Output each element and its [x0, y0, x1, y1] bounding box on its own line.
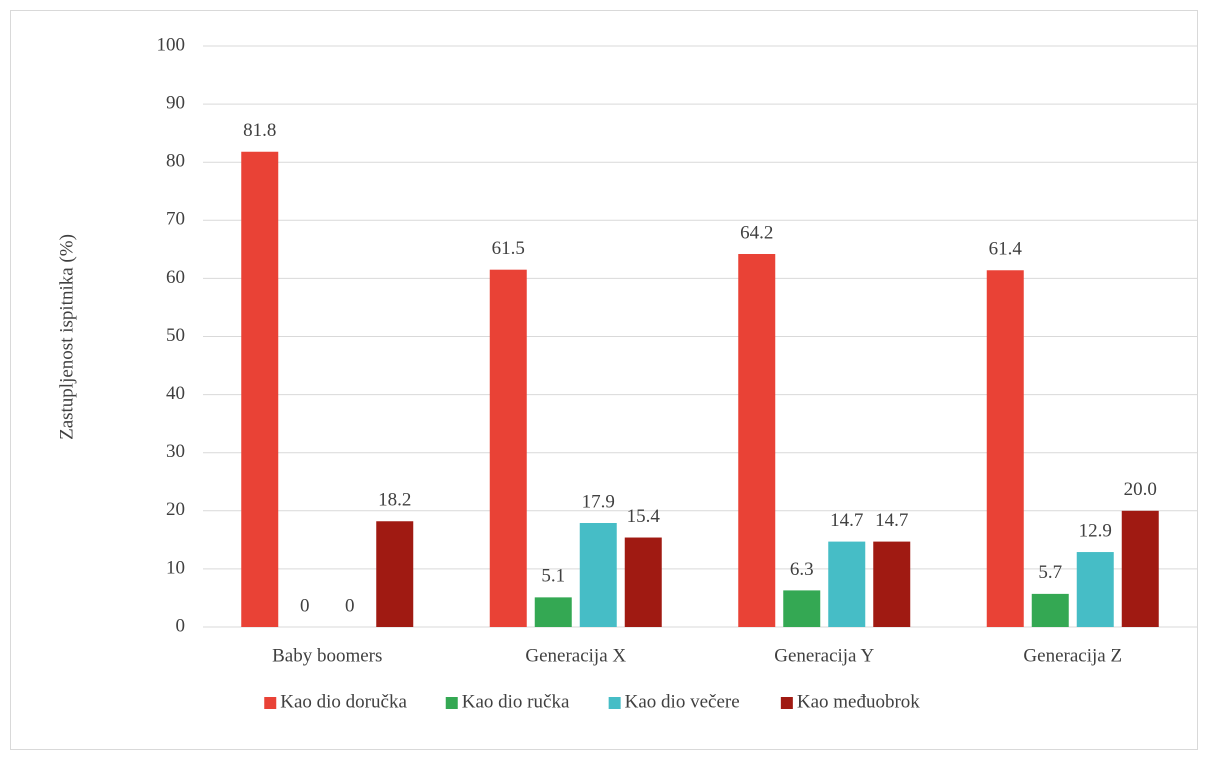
y-tick-label: 70: [166, 209, 185, 230]
legend-swatch: [264, 697, 277, 709]
data-label: 0: [345, 595, 355, 616]
data-label: 64.2: [740, 222, 773, 243]
bar: [624, 537, 662, 627]
y-axis-label: Zastupljenost ispitnika (%): [56, 234, 77, 440]
legend-swatch: [608, 697, 621, 709]
bar: [783, 590, 821, 627]
legend-label: Kao dio doručka: [280, 691, 407, 712]
data-label: 14.7: [830, 510, 863, 531]
data-label: 61.4: [989, 239, 1023, 260]
y-tick-label: 40: [166, 383, 185, 404]
y-tick-label: 20: [166, 499, 185, 520]
bar: [1076, 552, 1114, 627]
y-tick-label: 10: [166, 557, 185, 578]
bar: [738, 253, 776, 628]
data-label: 5.7: [1038, 562, 1062, 583]
bar: [241, 151, 279, 627]
x-tick-label: Generacija X: [525, 645, 626, 666]
bar: [376, 521, 414, 627]
data-label: 12.9: [1079, 520, 1112, 541]
legend-label: Kao dio ručka: [462, 691, 570, 712]
legend-label: Kao dio večere: [625, 691, 740, 712]
y-tick-label: 50: [166, 325, 185, 346]
bar: [1031, 593, 1069, 627]
y-tick-label: 90: [166, 92, 185, 113]
y-tick-label: 30: [166, 441, 185, 462]
data-label: 14.7: [875, 510, 908, 531]
data-label: 0: [300, 595, 310, 616]
x-tick-label: Generacija Y: [774, 645, 874, 666]
data-label: 5.1: [541, 566, 565, 587]
data-label: 17.9: [582, 491, 615, 512]
x-tick-label: Generacija Z: [1023, 645, 1122, 666]
legend-label: Kao međuobrok: [797, 691, 920, 712]
bar: [1121, 510, 1159, 627]
bar: [828, 541, 866, 627]
data-label: 61.5: [492, 238, 525, 259]
legend-swatch: [445, 697, 458, 709]
data-label: 6.3: [790, 559, 814, 580]
y-tick-label: 100: [157, 34, 186, 55]
bar: [986, 270, 1024, 627]
x-tick-label: Baby boomers: [272, 645, 382, 666]
y-tick-label: 80: [166, 151, 185, 172]
bar: [534, 597, 572, 627]
bar: [873, 541, 911, 627]
data-label: 15.4: [627, 506, 661, 527]
data-label: 20.0: [1124, 479, 1157, 500]
bar: [489, 269, 527, 627]
bar: [579, 523, 617, 627]
data-label: 18.2: [378, 490, 411, 511]
y-tick-label: 0: [176, 615, 186, 636]
data-label: 81.8: [243, 120, 276, 141]
y-tick-label: 60: [166, 267, 185, 288]
legend-swatch: [780, 697, 793, 709]
